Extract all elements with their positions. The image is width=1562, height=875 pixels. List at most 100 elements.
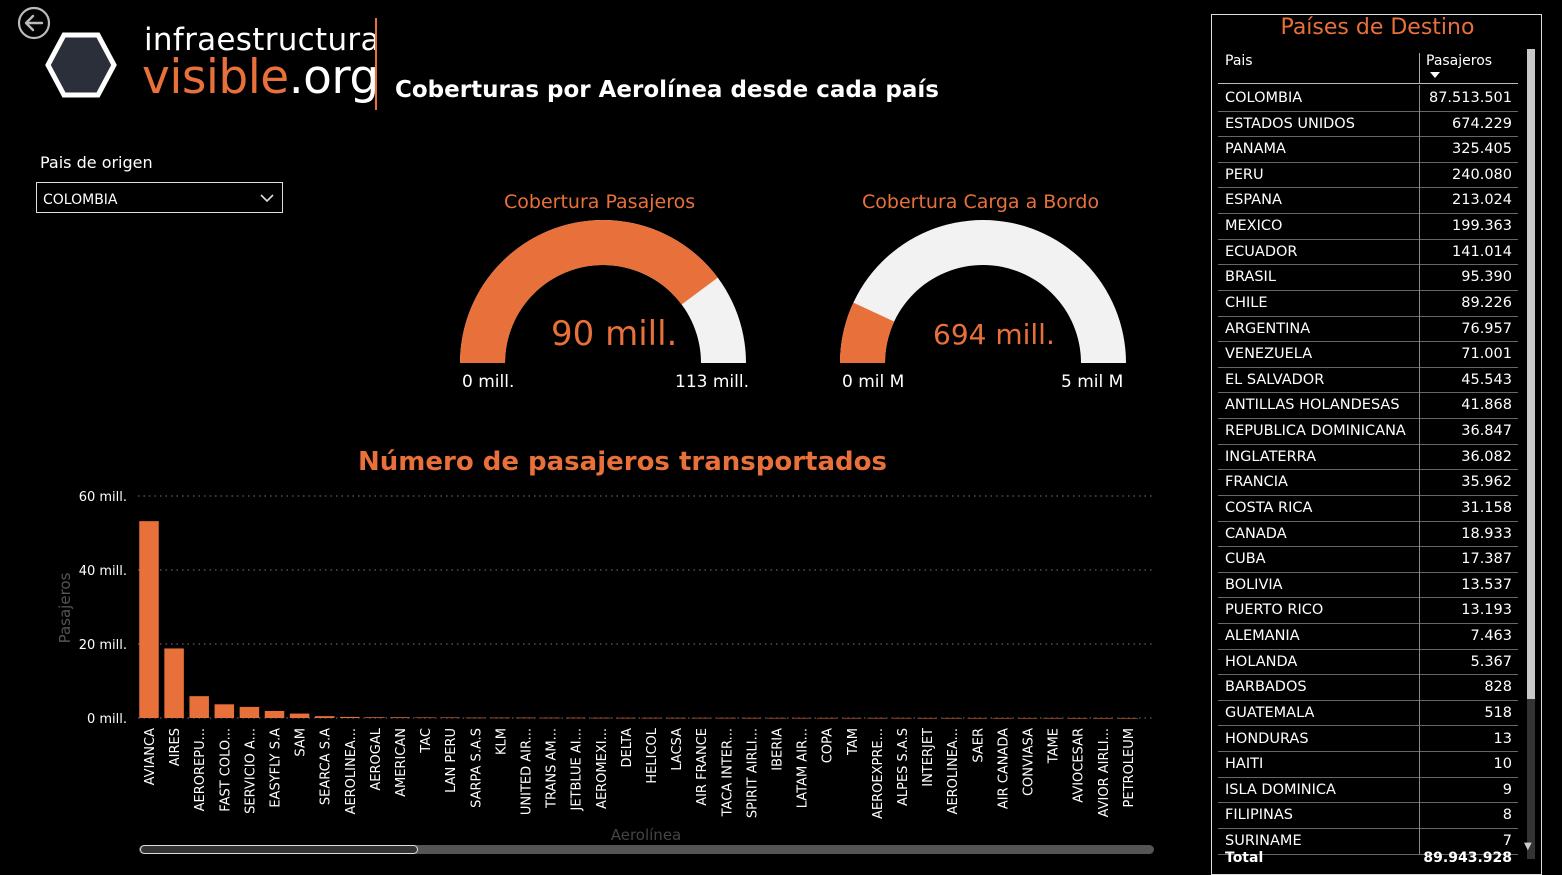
table-scroll-thumb[interactable] <box>1527 49 1535 699</box>
table-row[interactable]: PANAMA 325.405 <box>1218 136 1518 163</box>
bar-19[interactable] <box>616 717 636 719</box>
chart-horizontal-scrollbar[interactable] <box>139 845 1154 854</box>
table-row[interactable]: FILIPINAS 8 <box>1218 802 1518 829</box>
column-header-pasajeros[interactable]: Pasajeros <box>1426 53 1493 69</box>
bar-7[interactable] <box>314 716 335 718</box>
table-row[interactable]: ALEMANIA 7.463 <box>1218 623 1518 650</box>
table-row[interactable]: HONDURAS 13 <box>1218 725 1518 753</box>
bar-29[interactable] <box>867 717 887 719</box>
scroll-down-arrow-icon[interactable]: ▼ <box>1524 841 1532 852</box>
x-tick-label: CONVIASA <box>1022 728 1037 796</box>
bar-28[interactable] <box>842 717 862 719</box>
bar-21[interactable] <box>666 717 686 719</box>
bar-5[interactable] <box>264 710 285 718</box>
bar-27[interactable] <box>816 717 837 719</box>
bar-38[interactable] <box>1093 717 1113 719</box>
bar-8[interactable] <box>340 716 360 718</box>
table-row[interactable]: BOLIVIA 13.537 <box>1218 571 1518 599</box>
table-row[interactable]: COSTA RICA 31.158 <box>1218 494 1518 522</box>
bar-3[interactable] <box>214 704 235 718</box>
table-row[interactable]: PERU 240.080 <box>1218 161 1518 189</box>
table-row[interactable]: GUATEMALA 518 <box>1218 699 1518 727</box>
bar-9[interactable] <box>365 717 385 718</box>
table-row[interactable]: REPUBLICA DOMINICANA 36.847 <box>1218 418 1518 445</box>
bar-18[interactable] <box>591 717 611 719</box>
bar-0[interactable] <box>139 521 159 718</box>
row-divider <box>1419 341 1420 367</box>
total-label: Total <box>1225 850 1264 866</box>
table-row[interactable]: HOLANDA 5.367 <box>1218 648 1518 676</box>
table-row[interactable]: PUERTO RICO 13.193 <box>1218 597 1518 624</box>
bar-22[interactable] <box>691 717 711 719</box>
bar-30[interactable] <box>892 717 912 719</box>
back-arrow-icon[interactable] <box>17 6 51 40</box>
row-passengers: 35.962 <box>1461 474 1512 491</box>
y-tick-label: 20 mill. <box>79 638 127 653</box>
column-header-pais[interactable]: Pais <box>1225 53 1253 69</box>
row-passengers: 828 <box>1484 679 1512 696</box>
table-row[interactable]: FRANCIA 35.962 <box>1218 469 1518 496</box>
table-row[interactable]: BRASIL 95.390 <box>1218 264 1518 291</box>
x-tick-label: LACSA <box>670 728 685 771</box>
bar-11[interactable] <box>415 717 435 719</box>
table-row[interactable]: CANADA 18.933 <box>1218 520 1518 548</box>
bar-20[interactable] <box>641 717 661 719</box>
table-vertical-scrollbar[interactable] <box>1527 49 1535 859</box>
row-divider <box>1419 85 1420 111</box>
table-row[interactable]: ISLA DOMINICA 9 <box>1218 776 1518 804</box>
origin-country-dropdown[interactable]: COLOMBIA <box>36 182 283 213</box>
table-row[interactable]: ESTADOS UNIDOS 674.229 <box>1218 110 1518 138</box>
bar-10[interactable] <box>390 717 410 718</box>
table-row[interactable]: MEXICO 199.363 <box>1218 213 1518 240</box>
bar-2[interactable] <box>189 696 209 718</box>
logo-text-top: infraestructura <box>144 22 380 58</box>
table-row[interactable]: HAITI 10 <box>1218 751 1518 778</box>
table-row[interactable]: BARBADOS 828 <box>1218 674 1518 701</box>
bar-35[interactable] <box>1017 717 1038 719</box>
bar-24[interactable] <box>741 717 762 719</box>
table-row[interactable]: ECUADOR 141.014 <box>1218 238 1518 266</box>
table-row[interactable]: ARGENTINA 76.957 <box>1218 315 1518 343</box>
bar-17[interactable] <box>565 717 586 719</box>
bar-4[interactable] <box>239 706 260 718</box>
sort-descending-icon[interactable] <box>1430 72 1440 78</box>
x-tick-label: AVIANCA <box>143 728 158 785</box>
row-divider <box>1419 546 1420 572</box>
chart-y-axis-label: Pasajeros <box>56 572 74 643</box>
bar-25[interactable] <box>766 717 787 719</box>
chart-scroll-thumb[interactable] <box>140 845 418 854</box>
bar-14[interactable] <box>490 717 511 719</box>
table-row[interactable]: ESPANA 213.024 <box>1218 187 1518 215</box>
chart-x-labels: AVIANCA AIRES AEROREPU... FAST COLO... SERVI… <box>143 727 1137 819</box>
table-row[interactable]: INGLATERRA 36.082 <box>1218 443 1518 471</box>
bar-36[interactable] <box>1042 717 1063 719</box>
row-passengers: 213.024 <box>1452 192 1512 209</box>
table-row[interactable]: COLOMBIA 87.513.501 <box>1218 85 1518 112</box>
bar-13[interactable] <box>465 717 486 719</box>
bar-33[interactable] <box>967 717 988 719</box>
bar-37[interactable] <box>1067 717 1088 719</box>
table-row[interactable]: EL SALVADOR 45.543 <box>1218 366 1518 394</box>
bar-1[interactable] <box>164 648 184 718</box>
bar-15[interactable] <box>515 717 536 719</box>
table-row[interactable]: CUBA 17.387 <box>1218 546 1518 573</box>
table-row[interactable]: SURINAME 7 <box>1218 827 1518 855</box>
bar-26[interactable] <box>791 717 812 719</box>
bar-32[interactable] <box>942 717 962 719</box>
row-country: FILIPINAS <box>1225 807 1293 824</box>
y-tick-label: 40 mill. <box>79 564 127 579</box>
bar-34[interactable] <box>992 717 1013 719</box>
bar-6[interactable] <box>289 713 310 718</box>
table-row[interactable]: VENEZUELA 71.001 <box>1218 341 1518 368</box>
row-divider <box>1419 315 1420 342</box>
bar-23[interactable] <box>716 717 737 719</box>
x-tick-label: FAST COLO... <box>218 728 233 812</box>
row-passengers: 199.363 <box>1452 218 1512 235</box>
bar-12[interactable] <box>440 717 460 719</box>
table-row[interactable]: ANTILLAS HOLANDESAS 41.868 <box>1218 392 1518 420</box>
bar-31[interactable] <box>917 717 937 719</box>
chart-title: Número de pasajeros transportados <box>358 447 887 477</box>
bar-39[interactable] <box>1118 717 1138 719</box>
bar-16[interactable] <box>540 717 561 719</box>
table-row[interactable]: CHILE 89.226 <box>1218 289 1518 317</box>
